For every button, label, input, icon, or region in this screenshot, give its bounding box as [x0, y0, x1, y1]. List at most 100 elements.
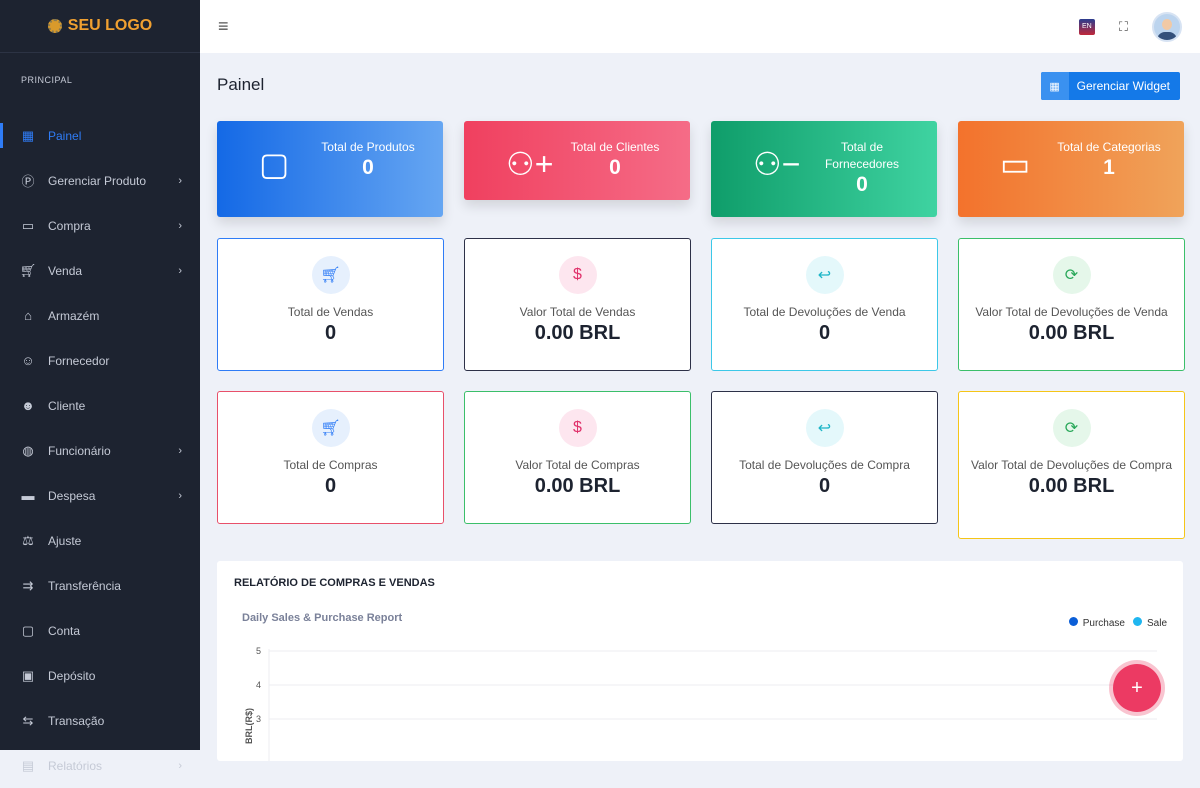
dollar-icon: $ [558, 409, 597, 447]
summary-card[interactable]: ↩ Total de Devoluções de Venda 0 [711, 238, 938, 371]
stat-value: 0 [856, 173, 868, 196]
sidebar-item-8[interactable]: ▬ Despesa › [0, 473, 200, 518]
manage-widget-button[interactable]: ▦ Gerenciar Widget [1040, 72, 1180, 100]
stat-card[interactable]: ⚇− Total de Fornecedores 0 [711, 121, 937, 217]
summary-card[interactable]: $ Valor Total de Vendas 0.00 BRL [464, 238, 691, 371]
sidebar-item-label: Ajuste [48, 533, 82, 548]
refresh-icon: ⟳ [1052, 256, 1091, 294]
sidebar-item-label: Painel [48, 128, 82, 143]
add-fab-button[interactable]: + [1113, 664, 1161, 712]
user-icon: ☻ [21, 398, 35, 413]
card-value: 0.00 BRL [1028, 475, 1115, 497]
sidebar-item-label: Transferência [48, 578, 121, 593]
scale-icon: ⚖︎ [22, 532, 34, 548]
card-value: 0 [324, 322, 337, 344]
sidebar: SEU LOGO PRINCIPAL ▦ Painel Ⓟ Gerenciar Pro… [0, 0, 200, 773]
sidebar-item-label: Venda [48, 263, 83, 278]
user-plus-icon: ⚇+ [506, 146, 554, 182]
sidebar-item-10[interactable]: ⇉ Transferência [0, 563, 200, 608]
logo[interactable]: SEU LOGO [0, 0, 200, 53]
user-minus-icon: ⚇− [753, 146, 801, 182]
sidebar-item-9[interactable]: ⚖︎ Ajuste [0, 518, 200, 563]
chart-title: Daily Sales & Purchase Report [242, 612, 403, 624]
chevron-right-icon: › [178, 174, 182, 187]
card-value: 0.00 BRL [1028, 322, 1115, 344]
card-value: 0 [324, 475, 337, 497]
exchange-icon: ⇆ [22, 712, 34, 728]
logo-icon [47, 19, 62, 33]
sidebar-section-label: PRINCIPAL [21, 75, 73, 85]
product-icon: Ⓟ [21, 174, 35, 189]
sidebar-item-label: Gerenciar Produto [48, 173, 147, 188]
sidebar-item-2[interactable]: ▭ Compra › [0, 203, 200, 248]
card-value: 0 [818, 475, 831, 497]
stat-card[interactable]: ▢ Total de Produtos 0 [217, 121, 443, 217]
return-icon: ↩ [805, 409, 844, 447]
sidebar-item-6[interactable]: ☻ Cliente [0, 383, 200, 428]
legend-purchase[interactable]: Purchase [1068, 617, 1125, 629]
stat-label: Total de Produtos [321, 140, 415, 154]
sidebar-item-0[interactable]: ▦ Painel [0, 113, 200, 158]
sidebar-item-5[interactable]: ☺ Fornecedor [0, 338, 200, 383]
sidebar-item-label: Conta [48, 623, 81, 638]
account-icon: ▢ [21, 622, 35, 638]
refresh-icon: ⟳ [1052, 409, 1091, 447]
sidebar-item-3[interactable]: 🛒︎ Venda › [0, 248, 200, 293]
dollar-icon: $ [558, 256, 597, 294]
logo-text: SEU LOGO [67, 17, 153, 34]
stat-value: 0 [609, 156, 621, 179]
fullscreen-icon[interactable]: ⛶ [1118, 18, 1128, 34]
chevron-right-icon: › [178, 444, 182, 457]
chart-legend: Purchase Sale [1068, 617, 1167, 629]
y-axis-label: BRL(R$) [244, 708, 254, 744]
summary-card[interactable]: ↩ Total de Devoluções de Compra 0 [711, 391, 938, 524]
y-tick-label: 5 [256, 646, 261, 656]
sidebar-item-13[interactable]: ⇆ Transação [0, 698, 200, 743]
summary-card[interactable]: 🛒︎ Total de Compras 0 [217, 391, 444, 524]
chevron-right-icon: › [178, 759, 182, 772]
y-tick-label: 3 [256, 714, 261, 724]
sidebar-item-label: Cliente [48, 398, 86, 413]
avatar[interactable] [1152, 11, 1182, 42]
transfer-icon: ⇉ [22, 577, 34, 593]
report-icon: ▤ [21, 757, 35, 773]
card-label: Valor Total de Compras [515, 458, 640, 472]
sidebar-item-12[interactable]: ▣ Depósito [0, 653, 200, 698]
summary-card[interactable]: 🛒︎ Total de Vendas 0 [217, 238, 444, 371]
report-panel: RELATÓRIO DE COMPRAS E VENDAS Daily Sale… [217, 561, 1183, 761]
box-icon: ▢ [259, 146, 290, 182]
sidebar-item-11[interactable]: ▢ Conta [0, 608, 200, 653]
stat-value: 0 [362, 156, 374, 179]
stat-card[interactable]: ▭ Total de Categorias 1 [958, 121, 1184, 217]
sidebar-item-4[interactable]: ⌂ Armazém [0, 293, 200, 338]
page-title: Painel [217, 75, 265, 94]
language-flag-icon[interactable]: EN [1078, 18, 1095, 35]
card-label: Valor Total de Devoluções de Venda [975, 305, 1168, 319]
stat-label: Total de Categorias [1057, 140, 1161, 154]
legend-sale[interactable]: Sale [1132, 617, 1167, 629]
globe-icon: ◍ [22, 442, 34, 458]
report-heading: RELATÓRIO DE COMPRAS E VENDAS [234, 577, 435, 589]
sidebar-item-7[interactable]: ◍ Funcionário › [0, 428, 200, 473]
card-label: Valor Total de Devoluções de Compra [971, 458, 1172, 472]
chevron-right-icon: › [178, 264, 182, 277]
return-icon: ↩ [805, 256, 844, 294]
sidebar-item-label: Transação [48, 713, 105, 728]
stat-label: Total de Clientes [570, 140, 660, 154]
summary-card[interactable]: $ Valor Total de Compras 0.00 BRL [464, 391, 691, 524]
grid-icon: ▦ [1040, 72, 1069, 100]
sidebar-item-label: Armazém [48, 308, 100, 323]
stat-value: 1 [1103, 156, 1115, 179]
stat-card[interactable]: ⚇+ Total de Clientes 0 [464, 121, 690, 200]
summary-card[interactable]: ⟳ Valor Total de Devoluções de Venda 0.00 … [958, 238, 1185, 371]
chevron-right-icon: › [178, 489, 182, 502]
summary-card[interactable]: ⟳ Valor Total de Devoluções de Compra 0.00… [958, 391, 1185, 539]
cart-icon: 🛒︎ [19, 262, 37, 278]
dashboard-icon: ▦ [21, 127, 35, 143]
home-icon: ⌂ [24, 308, 32, 323]
wallet-icon: ▣ [21, 667, 35, 683]
menu-icon[interactable]: ≡ [218, 16, 229, 36]
card-value: 0.00 BRL [534, 322, 621, 344]
sidebar-item-1[interactable]: Ⓟ Gerenciar Produto › [0, 158, 200, 203]
sidebar-item-label: Relatórios [48, 758, 103, 773]
